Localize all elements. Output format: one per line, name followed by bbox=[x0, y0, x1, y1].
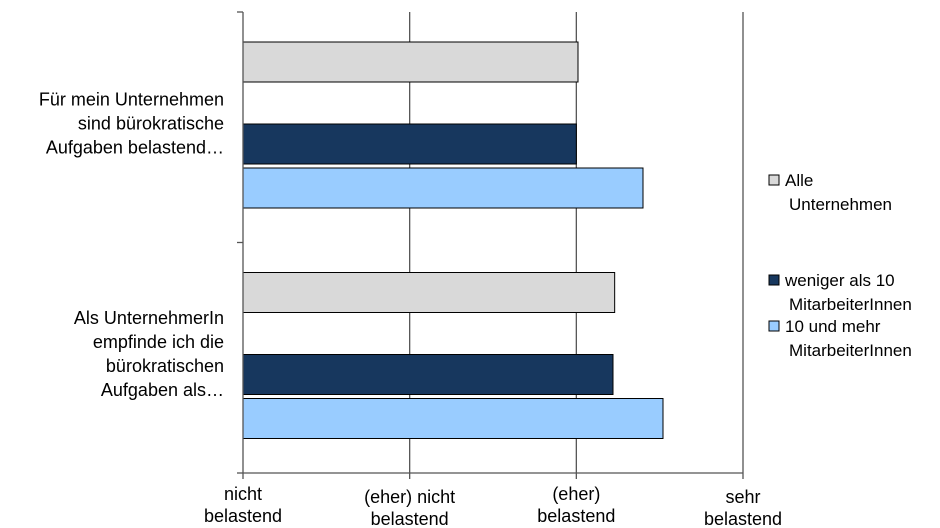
x-tick-label-line: belastend bbox=[371, 509, 449, 528]
legend-label-line: Alle bbox=[785, 171, 813, 190]
legend-label-line: Unternehmen bbox=[789, 195, 892, 214]
category-label-line: sind bürokratische bbox=[78, 113, 224, 133]
legend-label: weniger als 10 MitarbeiterInnen bbox=[784, 271, 912, 314]
legend-label-line: MitarbeiterInnen bbox=[789, 341, 912, 360]
bar bbox=[242, 123, 577, 165]
x-tick-label-line: belastend bbox=[704, 509, 782, 528]
legend-label-line: weniger als 10 bbox=[784, 271, 895, 290]
bar bbox=[242, 167, 644, 209]
legend-label: Alle Unternehmen bbox=[785, 171, 892, 214]
x-tick-labels: nicht belastend(eher) nicht belastend(eher… bbox=[204, 484, 782, 528]
category-label-line: Aufgaben belastend… bbox=[46, 137, 224, 157]
x-tick-label-line: nicht bbox=[224, 484, 262, 504]
legend-label-line: 10 und mehr bbox=[785, 317, 881, 336]
legend-swatch bbox=[768, 274, 780, 286]
x-tick-label-line: belastend bbox=[204, 506, 282, 526]
category-label-line: Als UnternehmerIn bbox=[74, 308, 224, 328]
bars bbox=[242, 41, 664, 439]
category-label: Als UnternehmerIn empfinde ich die bürokra… bbox=[74, 308, 224, 400]
x-tick-label-line: belastend bbox=[537, 506, 615, 526]
x-tick-label: sehr belastend bbox=[704, 487, 782, 528]
legend-swatch bbox=[768, 174, 780, 186]
legend: Alle Unternehmen weniger als 10 Mitarbeiter… bbox=[768, 171, 912, 360]
bar bbox=[242, 41, 579, 83]
x-tick-label: (eher) belastend bbox=[537, 484, 615, 526]
x-tick-label-line: sehr bbox=[725, 487, 760, 507]
legend-label: 10 und mehr MitarbeiterInnen bbox=[785, 317, 912, 360]
x-tick-label: nicht belastend bbox=[204, 484, 282, 526]
category-label: Für mein Unternehmen sind bürokratische Au… bbox=[39, 89, 224, 157]
gridlines bbox=[409, 12, 744, 473]
bar bbox=[242, 398, 664, 439]
axes bbox=[237, 11, 744, 479]
category-label-line: bürokratischen bbox=[106, 356, 224, 376]
category-label-line: Für mein Unternehmen bbox=[39, 89, 224, 109]
category-label-line: Aufgaben als… bbox=[101, 380, 224, 400]
legend-label-line: MitarbeiterInnen bbox=[789, 295, 912, 314]
category-label-line: empfinde ich die bbox=[93, 332, 224, 352]
x-tick-label: (eher) nicht belastend bbox=[364, 487, 455, 528]
bar bbox=[242, 354, 614, 395]
legend-swatch bbox=[768, 320, 780, 332]
x-tick-label-line: (eher) bbox=[552, 484, 600, 504]
bar bbox=[242, 272, 616, 313]
x-tick-label-line: (eher) nicht bbox=[364, 487, 455, 507]
category-labels: Für mein Unternehmen sind bürokratische Au… bbox=[39, 89, 224, 400]
